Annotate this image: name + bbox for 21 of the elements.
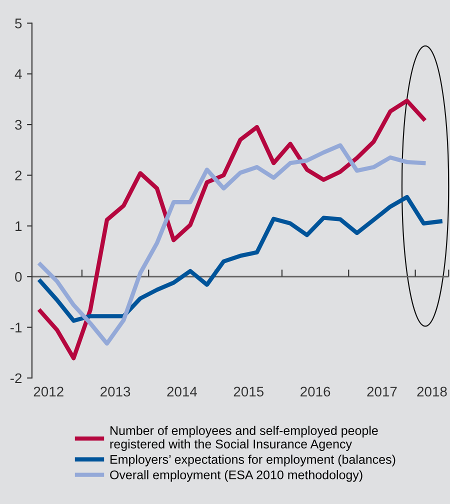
- x-tick-label: 2017: [367, 386, 397, 397]
- legend-label: Number of employees and self-employed people registered with the Social Insurance Agency: [110, 426, 378, 451]
- x-tick-label: 2016: [300, 386, 330, 397]
- x-tick-label: 2013: [100, 386, 130, 397]
- line-series: [38, 194, 442, 323]
- line-series: [38, 143, 426, 346]
- line-series: [38, 98, 426, 360]
- y-tick-label: 5: [15, 18, 22, 28]
- x-tick-label: 2014: [167, 386, 198, 397]
- y-tick-label: -1: [10, 322, 22, 332]
- x-tick-label: 2012: [34, 386, 64, 397]
- y-tick-label: 1: [16, 221, 22, 231]
- y-tick-label: 3: [15, 120, 22, 130]
- legend-label: Overall employment (ESA 2010 methodology): [110, 470, 362, 482]
- y-tick-label: 2: [15, 170, 22, 180]
- y-tick-label: 0: [15, 272, 22, 282]
- legend-label: Employers’ expectations for employment (balances): [110, 454, 396, 466]
- x-tick-label: 2018: [417, 386, 447, 397]
- y-tick-label: -2: [10, 373, 22, 384]
- y-tick-label: 4: [14, 69, 22, 79]
- x-tick-label: 2015: [234, 386, 264, 397]
